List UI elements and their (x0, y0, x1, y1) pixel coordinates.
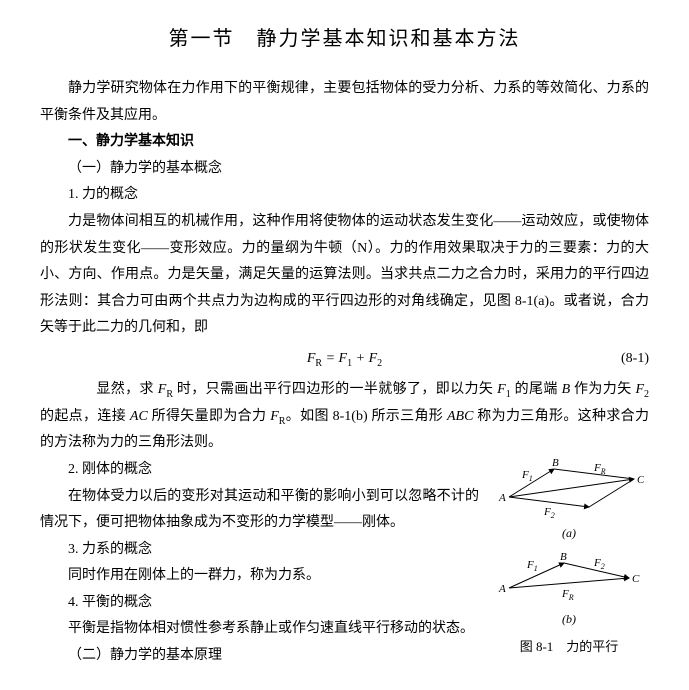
heading-1: 一、静力学基本知识 (40, 129, 649, 156)
eq-f2-sub: 2 (377, 358, 382, 369)
fig-b-A: A (498, 583, 506, 595)
eq-equals: = (322, 351, 338, 366)
svg-text:FR: FR (593, 462, 606, 476)
figure-caption: 图 8-1 力的平行 (489, 635, 649, 660)
figure-8-1: A B C F1 FR F2 (a) A B C F1 F2 FR (b) 图 … (489, 457, 649, 659)
figure-a-svg: A B C F1 FR F2 (494, 457, 644, 522)
svg-text:F1: F1 (526, 559, 538, 573)
figure-b-svg: A B C F1 F2 FR (494, 553, 644, 608)
heading-1-1: （一）静力学的基本概念 (40, 156, 649, 183)
eq-number: (8-1) (621, 346, 649, 373)
svg-text:FR: FR (561, 588, 574, 602)
equation-8-1: FR = F1 + F2 (8-1) (40, 346, 649, 373)
para-1-1: 力是物体间相互的机械作用，这种作用将使物体的运动状态发生变化——运动效应，或使物… (40, 209, 649, 342)
intro-paragraph: 静力学研究物体在力作用下的平衡规律，主要包括物体的受力分析、力系的等效简化、力系… (40, 76, 649, 129)
section-title: 第一节 静力学基本知识和基本方法 (40, 20, 649, 58)
eq-f1: F (339, 351, 348, 366)
svg-text:F2: F2 (543, 506, 555, 520)
fig-a-B: B (552, 457, 559, 469)
fig-b-B: B (560, 553, 567, 563)
eq-plus: + (352, 351, 368, 366)
fig-a-label: (a) (489, 522, 649, 545)
para-1-2: 显然，求 FR 时，只需画出平行四边形的一半就够了，即以力矢 F1 的尾端 B … (40, 377, 649, 457)
eq-f2: F (369, 351, 378, 366)
svg-text:F1: F1 (521, 469, 533, 483)
svg-text:F2: F2 (593, 557, 605, 571)
fig-b-label: (b) (489, 608, 649, 631)
fig-a-A: A (498, 492, 506, 504)
subhead-1: 1. 力的概念 (40, 182, 649, 209)
fig-b-C: C (632, 573, 640, 585)
fig-a-C: C (637, 474, 644, 486)
